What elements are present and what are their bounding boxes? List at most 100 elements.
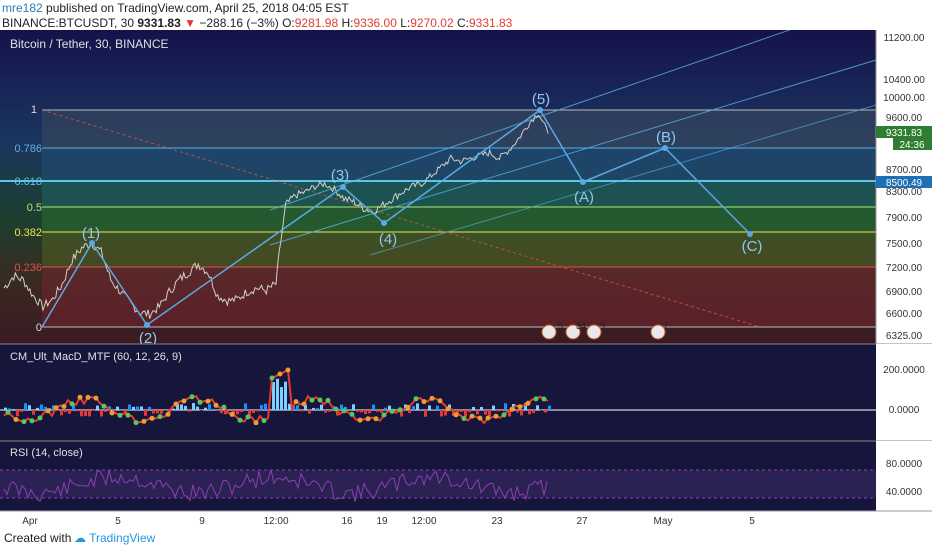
macd-bar xyxy=(360,410,363,413)
wave-label-b: (B) xyxy=(656,129,676,146)
wave-vertex-4[interactable] xyxy=(381,220,387,226)
level-price-tag xyxy=(876,176,932,188)
macd-bar xyxy=(188,410,191,412)
wave-vertex-a[interactable] xyxy=(580,179,586,185)
time-tick-label: May xyxy=(654,516,673,527)
event-count-3: 9 xyxy=(600,321,605,331)
macd-bar xyxy=(340,404,343,410)
level-price-tag-text: 8500.49 xyxy=(886,178,923,189)
macd-bar xyxy=(316,408,319,410)
macd-dot xyxy=(173,401,179,407)
wave-vertex-c[interactable] xyxy=(747,231,753,237)
macd-dot xyxy=(237,417,243,423)
event-count-2: 34 xyxy=(576,321,586,331)
macd-bar xyxy=(204,407,207,410)
price-tick-label: 7200.00 xyxy=(886,263,923,274)
price-tick-label: 7500.00 xyxy=(886,239,923,250)
macd-bar xyxy=(104,410,107,412)
macd-dot xyxy=(141,418,147,424)
macd-bar xyxy=(328,410,331,412)
time-tick-label: 27 xyxy=(576,516,588,527)
macd-bar xyxy=(56,410,59,411)
macd-dot xyxy=(501,412,507,418)
event-flag-icon[interactable] xyxy=(586,324,602,340)
wave-vertex-5[interactable] xyxy=(537,107,543,113)
macd-dot xyxy=(509,406,515,412)
macd-bar xyxy=(312,407,315,410)
time-tick-labels: Apr 5 9 12:00 16 19 12:00 23 27 May 5 xyxy=(22,516,755,527)
macd-dot xyxy=(197,399,203,405)
macd-bar xyxy=(492,405,495,410)
macd-dot xyxy=(221,404,227,410)
rsi-line xyxy=(3,469,548,502)
fib-label-05: 0.5 xyxy=(27,202,42,214)
time-tick-label: 5 xyxy=(115,516,121,527)
chart-area[interactable]: 1 0.786 0.618 0.5 0.382 0.236 0 (1) (2) … xyxy=(0,30,932,528)
macd-dot xyxy=(389,408,395,414)
macd-bar xyxy=(208,404,211,410)
macd-bar xyxy=(108,406,111,410)
rsi-axis[interactable] xyxy=(876,441,932,511)
macd-bar xyxy=(112,410,115,412)
wave-vertices xyxy=(89,107,753,328)
macd-dot xyxy=(45,408,51,414)
macd-bar xyxy=(384,407,387,410)
macd-bar xyxy=(28,405,31,410)
price-tick-label: 6325.00 xyxy=(886,331,923,342)
macd-bar xyxy=(240,410,243,412)
author-name[interactable]: mre182 xyxy=(2,1,43,15)
macd-bar xyxy=(272,382,275,410)
event-count-4: 7 xyxy=(663,321,668,331)
macd-bar xyxy=(380,410,383,413)
time-tick-label: Apr xyxy=(22,516,38,527)
wave-vertex-2[interactable] xyxy=(144,322,150,328)
macd-dot xyxy=(61,404,67,409)
macd-bar xyxy=(308,410,311,414)
macd-bar xyxy=(152,410,155,414)
macd-bar xyxy=(220,410,223,414)
macd-bar xyxy=(488,410,491,417)
macd-bar xyxy=(32,410,35,415)
macd-title: CM_Ult_MacD_MTF (60, 12, 26, 9) xyxy=(10,351,182,363)
wave-vertex-b[interactable] xyxy=(662,145,668,151)
event-flag-icon[interactable] xyxy=(541,324,557,340)
macd-bar xyxy=(80,410,83,417)
fib-label-0618: 0.618 xyxy=(14,176,42,188)
macd-bar xyxy=(252,410,255,414)
wave-vertex-3[interactable] xyxy=(340,184,346,190)
time-axis[interactable] xyxy=(0,511,932,528)
event-flag-icon[interactable] xyxy=(565,324,581,340)
macd-dot xyxy=(461,416,467,421)
fib-label-0: 0 xyxy=(36,322,42,334)
macd-bar xyxy=(116,406,119,410)
macd-dot xyxy=(453,412,459,418)
tradingview-logo[interactable]: ☁ TradingView xyxy=(74,531,155,545)
close-value: 9331.83 xyxy=(468,16,513,30)
dashed-trendline xyxy=(41,109,761,328)
macd-dot xyxy=(269,375,275,381)
macd-dot xyxy=(485,415,491,421)
price-tick-label: 10000.00 xyxy=(883,93,925,104)
macd-axis[interactable] xyxy=(876,344,932,441)
wave-vertex-1[interactable] xyxy=(89,240,95,246)
time-tick-label: 12:00 xyxy=(411,516,436,527)
macd-bar xyxy=(404,404,407,410)
macd-bar xyxy=(36,407,39,410)
macd-bar xyxy=(184,405,187,410)
macd-dot xyxy=(405,404,411,410)
macd-bar xyxy=(92,410,95,411)
fib-label-0786: 0.786 xyxy=(14,143,42,155)
macd-bar xyxy=(548,405,551,410)
macd-bar xyxy=(296,405,299,410)
macd-dot xyxy=(125,412,131,418)
macd-dot xyxy=(341,408,347,414)
macd-dot xyxy=(29,418,35,424)
fib-label-0236: 0.236 xyxy=(14,262,42,274)
fib-label-0382: 0.382 xyxy=(14,227,42,239)
macd-bar xyxy=(376,410,379,412)
macd-dot xyxy=(285,367,291,373)
macd-bar xyxy=(436,405,439,410)
wave-label-1: (1) xyxy=(82,225,100,242)
macd-dot xyxy=(133,420,139,426)
event-flag-icon[interactable] xyxy=(650,324,666,340)
